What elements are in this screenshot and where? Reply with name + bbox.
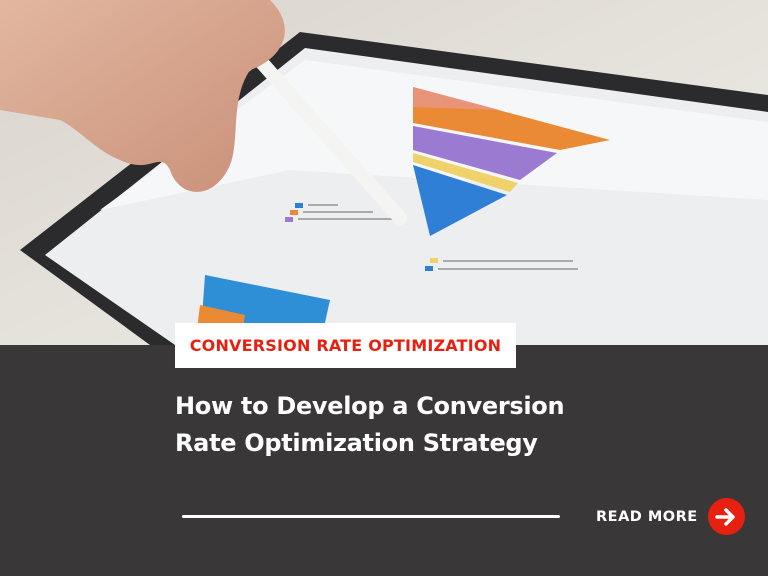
post-title-line-1: How to Develop a Conversion — [175, 392, 565, 420]
arrow-right-icon[interactable] — [707, 498, 745, 535]
stylus — [248, 48, 407, 225]
tablet-funnel-chart-illustration — [0, 0, 768, 345]
funnel-chart — [413, 87, 610, 236]
hero-photo — [0, 0, 768, 345]
read-more-label: READ MORE — [596, 508, 698, 525]
divider-line — [182, 515, 560, 518]
funnel-band-yellow — [413, 153, 518, 192]
funnel-band-blue — [413, 165, 507, 236]
post-title[interactable]: How to Develop a Conversion Rate Optimiz… — [175, 388, 695, 462]
hand — [0, 0, 285, 192]
read-more-button[interactable]: READ MORE — [596, 498, 745, 535]
category-tag[interactable]: CONVERSION RATE OPTIMIZATION — [175, 323, 516, 368]
funnel-band-purple — [413, 126, 557, 180]
content-panel — [0, 345, 768, 576]
post-title-line-2: Rate Optimization Strategy — [175, 429, 538, 457]
